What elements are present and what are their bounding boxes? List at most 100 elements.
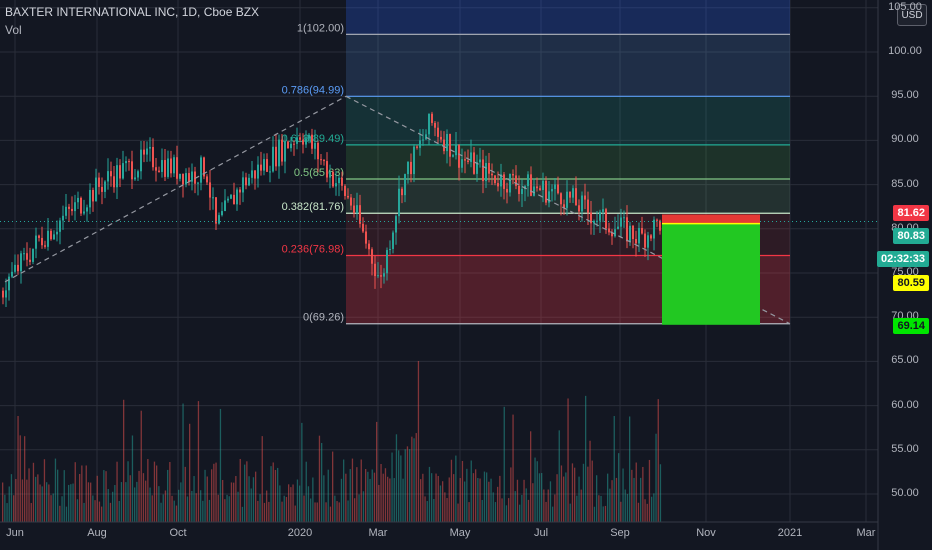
candle-body	[299, 137, 301, 140]
candle-body	[95, 177, 97, 202]
volume-bar	[637, 502, 640, 522]
candle-body	[32, 248, 34, 262]
volume-bar	[259, 494, 261, 522]
candle-body	[365, 231, 367, 244]
volume-bar	[424, 496, 426, 522]
volume-bar	[255, 471, 257, 522]
candle-body	[179, 173, 181, 179]
candle-body	[14, 264, 16, 272]
candle-body	[197, 182, 199, 184]
candle-body	[38, 235, 40, 238]
candle-body	[158, 170, 160, 172]
candle-body	[443, 139, 445, 152]
volume-bar	[646, 503, 648, 522]
candle-body	[404, 174, 406, 196]
volume-bar	[492, 492, 494, 522]
candle-body	[323, 160, 325, 162]
volume-bar	[301, 422, 303, 522]
candle-body	[2, 290, 4, 298]
volume-bar	[162, 494, 164, 522]
price-tick-label: 50.00	[891, 487, 919, 499]
volume-bar	[92, 495, 94, 522]
volume-bar	[208, 499, 211, 522]
candle-body	[647, 235, 649, 248]
candle-body	[488, 163, 490, 174]
volume-bar	[448, 477, 450, 522]
volume-bar	[167, 469, 169, 522]
candle-body	[338, 177, 340, 184]
candle-body	[656, 219, 658, 221]
volume-bar	[24, 436, 26, 522]
volume-bar	[46, 482, 48, 522]
currency-button[interactable]: USD	[897, 4, 927, 26]
volume-bar	[402, 478, 404, 522]
candle-body	[305, 138, 307, 145]
volume-indicator-label[interactable]: Vol	[5, 23, 22, 37]
candle-body	[218, 215, 220, 224]
volume-bar	[186, 496, 189, 522]
volume-bar	[316, 502, 318, 522]
candle-body	[641, 228, 643, 234]
candle-body	[80, 197, 82, 214]
candle-body	[344, 185, 346, 196]
volume-bar	[48, 484, 50, 522]
candle-body	[371, 249, 373, 264]
volume-bar	[74, 462, 76, 522]
volume-bar	[464, 481, 466, 522]
volume-bar	[136, 481, 138, 522]
candle-body	[131, 161, 133, 180]
volume-bar	[450, 459, 453, 522]
candle-body	[89, 189, 91, 208]
volume-bar	[125, 482, 127, 522]
candle-body	[233, 194, 235, 205]
volume-bar	[635, 462, 637, 522]
candle-body	[341, 177, 343, 186]
time-tick-label: Sep	[610, 527, 630, 539]
price-tick-label: 60.00	[891, 398, 919, 411]
symbol-title[interactable]: BAXTER INTERNATIONAL INC, 1D, Cboe BZX	[5, 5, 260, 19]
candle-body	[614, 229, 616, 237]
volume-bar	[497, 486, 499, 522]
candle-body	[611, 232, 613, 237]
volume-bar	[175, 505, 178, 522]
volume-bar	[266, 490, 268, 522]
volume-bar	[288, 484, 290, 522]
volume-bar	[156, 465, 158, 522]
volume-bar	[607, 473, 609, 522]
volume-bar	[587, 466, 589, 522]
volume-bar	[354, 498, 356, 522]
volume-bar	[290, 487, 292, 522]
volume-bar	[197, 401, 200, 522]
candle-body	[191, 171, 193, 182]
volume-bar	[233, 482, 235, 522]
candle-body	[428, 113, 430, 135]
volume-bar	[332, 451, 334, 522]
candle-body	[659, 220, 661, 231]
volume-bar	[499, 475, 501, 522]
volume-bar	[244, 464, 246, 522]
candle-body	[473, 152, 475, 174]
volume-bar	[516, 479, 519, 522]
volume-bar	[87, 482, 90, 522]
volume-bar	[30, 503, 32, 522]
volume-bar	[145, 480, 147, 522]
volume-bar	[215, 462, 217, 522]
volume-bar	[235, 476, 237, 522]
candle-body	[47, 230, 49, 247]
volume-bar	[547, 489, 549, 522]
volume-bar	[70, 484, 72, 522]
candle-body	[437, 127, 439, 137]
volume-bar	[574, 467, 576, 522]
volume-bar	[116, 461, 118, 522]
candle-body	[563, 204, 565, 208]
volume-bar	[8, 486, 10, 522]
price-tick-label: 90.00	[891, 133, 919, 146]
candle-body	[446, 133, 448, 152]
volume-bar	[191, 490, 193, 522]
volume-bar	[261, 436, 263, 522]
volume-bar	[571, 463, 574, 522]
candle-body	[467, 160, 469, 162]
candle-body	[140, 149, 142, 172]
